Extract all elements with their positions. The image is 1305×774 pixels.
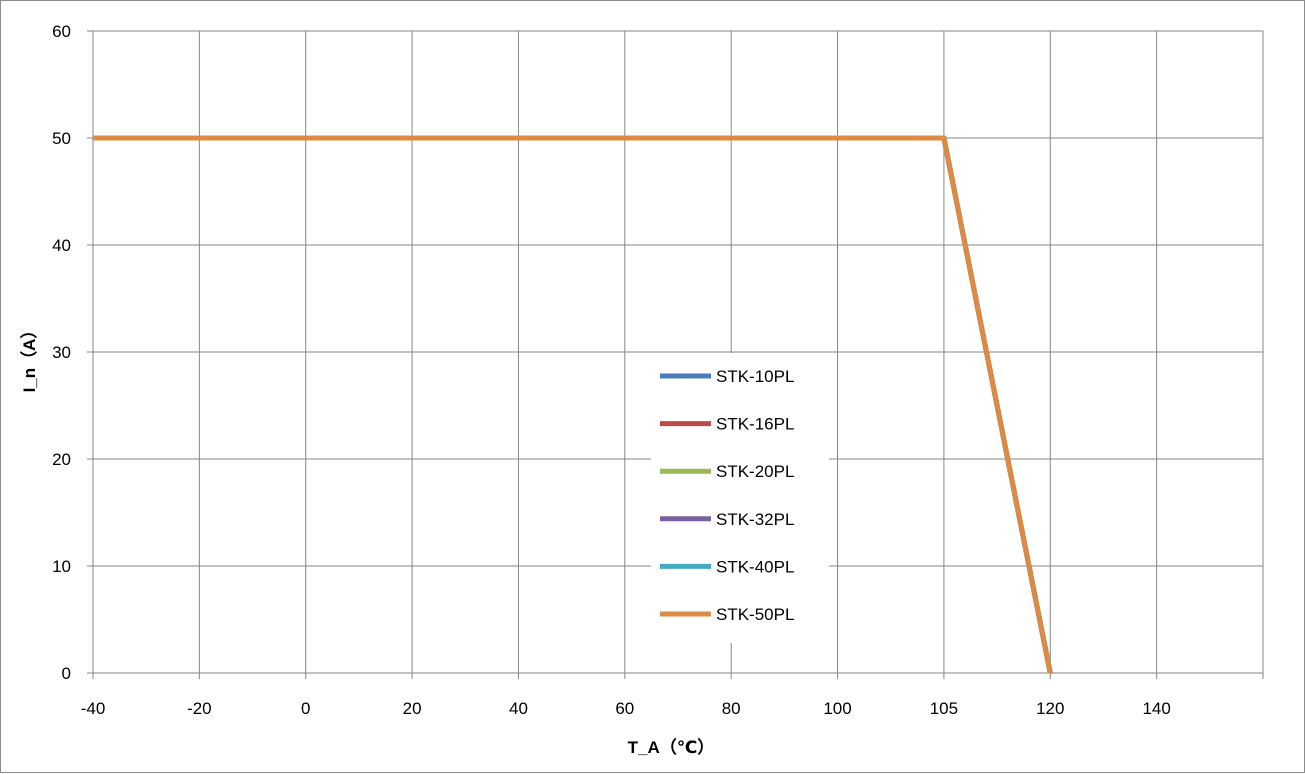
x-tick-label: 60: [615, 699, 634, 718]
series-line-stk-32pl: [93, 135, 1053, 674]
series-line-stk-16pl: [93, 135, 1053, 674]
legend-label: STK-10PL: [716, 367, 794, 386]
x-tick-label: 105: [930, 699, 958, 718]
y-tick-label: 0: [62, 664, 71, 683]
y-tick-label: 10: [52, 557, 71, 576]
y-tick-label: 60: [52, 22, 71, 41]
x-tick-label: 20: [403, 699, 422, 718]
x-tick-labels: -40 -20 0 20 40 60 80 100 105 120 140: [81, 699, 1171, 718]
legend-label: STK-40PL: [716, 557, 794, 576]
series-line-stk-10pl: [93, 135, 1053, 674]
x-tick-label: -20: [187, 699, 212, 718]
legend-label: STK-20PL: [716, 462, 794, 481]
x-axis-title: T_A（℃）: [628, 737, 715, 757]
x-tick-label: 40: [509, 699, 528, 718]
series-lines: [93, 135, 1053, 674]
x-tick-label: -40: [81, 699, 106, 718]
y-axis-title: I_n（A）: [19, 322, 39, 393]
x-tick-label: 140: [1142, 699, 1170, 718]
legend-background: [651, 353, 829, 643]
x-tick-label: 0: [301, 699, 310, 718]
legend-label: STK-16PL: [716, 415, 794, 434]
y-tick-label: 50: [52, 129, 71, 148]
series-line-stk-40pl: [93, 135, 1053, 674]
x-tick-label: 100: [823, 699, 851, 718]
y-tick-labels: 0 10 20 30 40 50 60: [52, 22, 71, 683]
x-tick-label: 120: [1036, 699, 1064, 718]
x-tick-label: 80: [722, 699, 741, 718]
series-line-stk-20pl: [93, 135, 1053, 674]
legend-label: STK-50PL: [716, 605, 794, 624]
legend: STK-10PL STK-16PL STK-20PL STK-32PL STK-40PL…: [651, 353, 829, 643]
y-tick-label: 40: [52, 236, 71, 255]
y-tick-label: 30: [52, 343, 71, 362]
series-line-stk-50pl: [93, 135, 1053, 674]
y-tick-label: 20: [52, 450, 71, 469]
legend-label: STK-32PL: [716, 510, 794, 529]
